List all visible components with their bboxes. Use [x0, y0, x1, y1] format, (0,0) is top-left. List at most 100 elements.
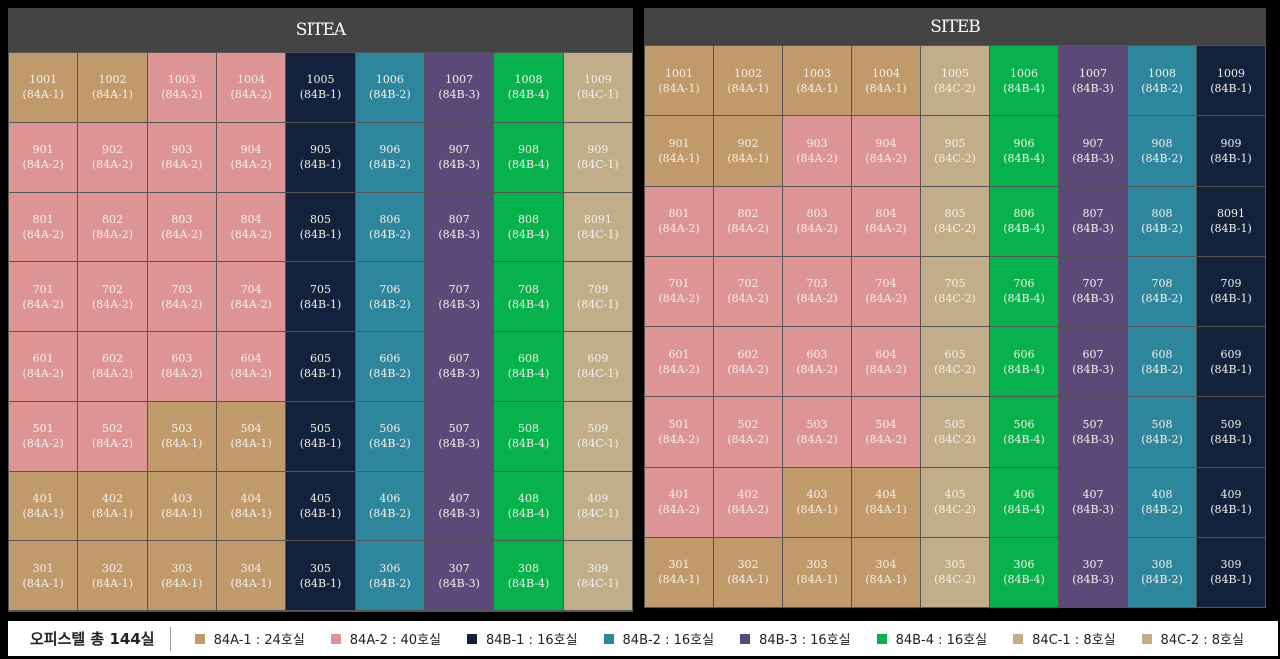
unit-number: 803 — [171, 212, 193, 226]
unit-type: (84B-2) — [1141, 292, 1183, 306]
unit-cell: 704 (84A-2) — [852, 256, 920, 326]
unit-number: 504 — [875, 417, 897, 431]
unit-type: (84B-4) — [507, 227, 550, 241]
unit-number: 605 — [944, 347, 966, 361]
unit-type: (84A-2) — [658, 362, 700, 376]
unit-type: (84B-1) — [1210, 432, 1252, 446]
unit-number: 907 — [1082, 136, 1104, 150]
unit-cell: 608 (84B-4) — [494, 332, 563, 401]
unit-cell: 707 (84B-3) — [1059, 256, 1127, 326]
unit-cell: 1009 (84C-1) — [563, 53, 632, 122]
unit-type: (84B-4) — [1003, 292, 1045, 306]
unit-number: 503 — [171, 422, 193, 436]
unit-cell: 703 (84A-2) — [147, 262, 216, 331]
unit-type: (84B-3) — [1072, 81, 1114, 95]
unit-type: (84B-2) — [1141, 81, 1183, 95]
unit-cell: 703 (84A-2) — [783, 256, 851, 326]
unit-number: 608 — [517, 352, 539, 366]
unit-cell: 507 (84B-3) — [1059, 397, 1127, 467]
site-a-title: SITEA — [8, 8, 633, 52]
unit-type: (84C-2) — [934, 362, 976, 376]
unit-number: 706 — [1013, 277, 1035, 291]
unit-cell: 602 (84A-2) — [78, 332, 147, 401]
unit-type: (84A-2) — [22, 367, 64, 381]
legend-items: 84A-1 : 24호실 84A-2 : 40호실 84B-1 : 16호실 84B-… — [171, 629, 1244, 648]
unit-type: (84A-2) — [658, 292, 700, 306]
unit-cell: 908 (84B-4) — [494, 122, 563, 192]
unit-number: 603 — [171, 352, 193, 366]
unit-number: 801 — [32, 212, 54, 226]
unit-number: 501 — [32, 422, 54, 436]
unit-cell: 309 (84B-1) — [1197, 537, 1265, 607]
unit-cell: 704 (84A-2) — [217, 262, 286, 331]
unit-number: 308 — [517, 561, 539, 575]
unit-cell: 308 (84B-4) — [494, 541, 563, 610]
legend-item: 84A-1 : 24호실 — [194, 629, 305, 648]
unit-type: (84B-3) — [438, 506, 480, 520]
unit-cell: 901 (84A-2) — [9, 122, 78, 192]
unit-type: (84B-2) — [369, 367, 411, 381]
unit-number: 401 — [32, 491, 54, 505]
unit-number: 508 — [1151, 417, 1173, 431]
unit-type: (84A-2) — [91, 158, 134, 172]
unit-number: 708 — [517, 282, 539, 296]
unit-cell: 406 (84B-2) — [355, 471, 424, 541]
unit-number: 306 — [1013, 558, 1035, 572]
unit-type: (84B-3) — [1072, 222, 1114, 236]
site-b-unit-grid: 1001 (84A-1) 1002 (84A-1) 1003 (84A-1) 1004 (84… — [645, 46, 1265, 607]
unit-type: (84B-3) — [1072, 503, 1114, 517]
unit-type: (84C-2) — [934, 222, 976, 236]
unit-type: (84B-4) — [507, 506, 550, 520]
unit-type: (84A-2) — [796, 151, 838, 165]
unit-cell: 502 (84A-2) — [78, 401, 147, 471]
unit-number: 409 — [1220, 488, 1242, 502]
legend-label: 84B-4 : 16호실 — [895, 633, 988, 648]
unit-cell: 807 (84B-3) — [425, 192, 494, 262]
unit-cell: 501 (84A-2) — [9, 401, 78, 471]
unit-type: (84A-2) — [727, 292, 769, 306]
unit-number: 1005 — [306, 73, 335, 87]
unit-cell: 407 (84B-3) — [1059, 467, 1127, 537]
unit-number: 1005 — [941, 66, 969, 80]
unit-number: 606 — [1013, 347, 1035, 361]
unit-cell: 708 (84B-2) — [1128, 256, 1196, 326]
unit-number: 905 — [309, 143, 331, 157]
legend-item: 84C-1 : 8호실 — [1013, 629, 1116, 648]
unit-cell: 705 (84B-1) — [286, 262, 355, 331]
unit-type: (84B-2) — [1141, 503, 1183, 517]
unit-cell: 506 (84B-4) — [990, 397, 1058, 467]
unit-cell: 1006 (84B-4) — [990, 46, 1058, 116]
unit-type: (84A-2) — [230, 227, 272, 241]
unit-cell: 1005 (84C-2) — [921, 46, 989, 116]
unit-cell: 1005 (84B-1) — [286, 53, 355, 122]
unit-number: 8091 — [583, 212, 612, 226]
unit-cell: 8091 (84B-1) — [1197, 186, 1265, 256]
unit-number: 805 — [309, 212, 331, 226]
unit-number: 705 — [944, 277, 966, 291]
unit-number: 403 — [171, 491, 193, 505]
unit-cell: 408 (84B-2) — [1128, 467, 1196, 537]
unit-number: 509 — [587, 422, 609, 436]
unit-type: (84B-2) — [369, 88, 411, 102]
unit-type: (84B-1) — [299, 367, 342, 381]
unit-cell: 401 (84A-1) — [9, 471, 78, 541]
unit-type: (84B-1) — [299, 158, 342, 172]
unit-type: (84A-1) — [91, 576, 134, 590]
unit-type: (84B-1) — [1210, 573, 1252, 587]
unit-number: 1006 — [1010, 66, 1038, 80]
unit-cell: 803 (84A-2) — [783, 186, 851, 256]
unit-type: (84B-2) — [1141, 432, 1183, 446]
unit-number: 502 — [101, 422, 123, 436]
unit-type: (84A-1) — [727, 151, 769, 165]
unit-type: (84A-1) — [865, 573, 907, 587]
unit-type: (84C-1) — [576, 297, 619, 311]
unit-type: (84A-2) — [230, 297, 272, 311]
unit-type: (84B-1) — [1210, 151, 1252, 165]
unit-number: 806 — [379, 212, 401, 226]
unit-cell: 706 (84B-2) — [355, 262, 424, 331]
unit-cell: 402 (84A-2) — [714, 467, 782, 537]
unit-number: 503 — [806, 417, 828, 431]
legend-swatch — [1013, 633, 1024, 644]
unit-type: (84C-2) — [934, 292, 976, 306]
unit-cell: 601 (84A-2) — [645, 327, 713, 397]
